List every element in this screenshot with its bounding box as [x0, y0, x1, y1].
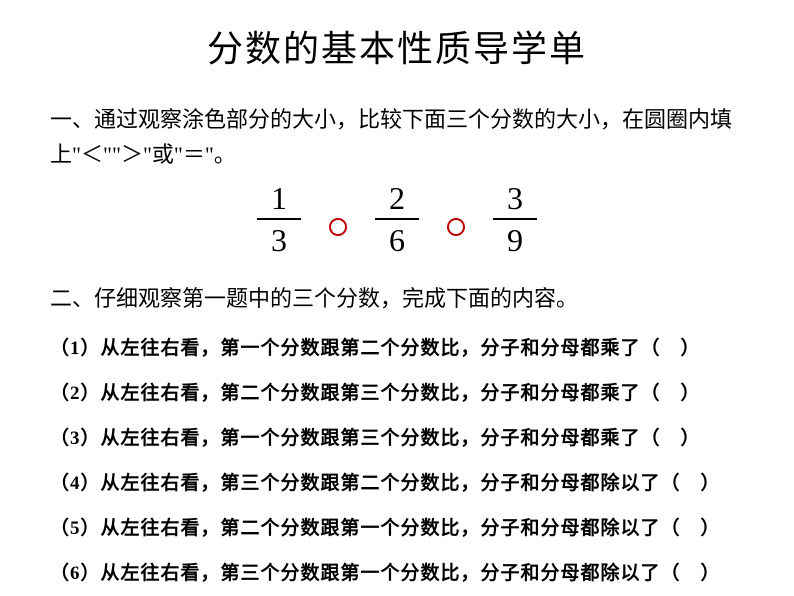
question-6-text: 从左往右看，第三个分数跟第一个分数比，分子和分母都除以了（ ）: [101, 563, 721, 584]
question-1: （1）从左往右看，第一个分数跟第二个分数比，分子和分母都乘了（ ）: [50, 333, 744, 360]
section-one-text: 一、通过观察涂色部分的大小，比较下面三个分数的大小，在圆圈内填上"＜""＞"或"…: [50, 102, 744, 172]
fraction-3: 3 9: [493, 182, 537, 256]
fraction-3-denominator: 9: [507, 222, 523, 256]
question-2: （2）从左往右看，第二个分数跟第三个分数比，分子和分母都乘了（ ）: [50, 378, 744, 405]
section-two-text: 二、仔细观察第一题中的三个分数，完成下面的内容。: [50, 281, 744, 313]
question-5-text: 从左往右看，第二个分数跟第一个分数比，分子和分母都除以了（ ）: [101, 518, 721, 539]
question-1-text: 从左往右看，第一个分数跟第二个分数比，分子和分母都乘了（ ）: [101, 338, 701, 359]
question-5-num: （5）: [50, 518, 101, 539]
fractions-row: 1 3 2 6 3 9: [50, 182, 744, 256]
fraction-2-numerator: 2: [389, 182, 405, 216]
compare-circle-1[interactable]: [329, 218, 347, 236]
fraction-1-numerator: 1: [271, 182, 287, 216]
document-title: 分数的基本性质导学单: [50, 20, 744, 72]
fraction-2: 2 6: [375, 182, 419, 256]
question-4-text: 从左往右看，第三个分数跟第二个分数比，分子和分母都除以了（ ）: [101, 473, 721, 494]
question-4: （4）从左往右看，第三个分数跟第二个分数比，分子和分母都除以了（ ）: [50, 468, 744, 495]
question-2-text: 从左往右看，第二个分数跟第三个分数比，分子和分母都乘了（ ）: [101, 383, 701, 404]
question-6-num: （6）: [50, 563, 101, 584]
fraction-bar: [257, 218, 301, 220]
compare-circle-2[interactable]: [447, 218, 465, 236]
fraction-3-numerator: 3: [507, 182, 523, 216]
question-2-num: （2）: [50, 383, 101, 404]
question-6: （6）从左往右看，第三个分数跟第一个分数比，分子和分母都除以了（ ）: [50, 558, 744, 585]
question-3: （3）从左往右看，第一个分数跟第三个分数比，分子和分母都乘了（ ）: [50, 423, 744, 450]
fraction-2-denominator: 6: [389, 222, 405, 256]
question-3-text: 从左往右看，第一个分数跟第三个分数比，分子和分母都乘了（ ）: [101, 428, 701, 449]
fraction-bar: [375, 218, 419, 220]
question-4-num: （4）: [50, 473, 101, 494]
question-1-num: （1）: [50, 338, 101, 359]
fraction-bar: [493, 218, 537, 220]
fraction-1-denominator: 3: [271, 222, 287, 256]
question-5: （5）从左往右看，第二个分数跟第一个分数比，分子和分母都除以了（ ）: [50, 513, 744, 540]
fraction-1: 1 3: [257, 182, 301, 256]
question-3-num: （3）: [50, 428, 101, 449]
